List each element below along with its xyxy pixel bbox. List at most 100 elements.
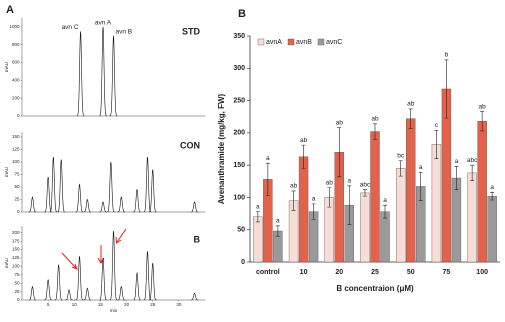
y-tick-label: 800 [12, 42, 20, 47]
error-bar [363, 189, 367, 197]
x-tick-label: control [256, 269, 280, 276]
y-axis-label: mAU [4, 167, 9, 177]
significance-letter: abc [467, 157, 478, 164]
error-bar [434, 129, 439, 159]
x-tick-label: 25 [150, 302, 156, 307]
trace-label: B [194, 234, 201, 244]
x-tick-label: 10 [72, 302, 78, 307]
y-tick-label: 50 [14, 280, 20, 285]
bar [431, 144, 442, 263]
x-tick-label: 75 [443, 269, 451, 276]
bar [451, 177, 462, 263]
x-axis-label: min [110, 308, 118, 313]
x-tick-label: 15 [98, 302, 104, 307]
error-bar [454, 166, 459, 190]
panel-letter: A [6, 4, 14, 16]
y-tick-label: 100 [12, 264, 20, 269]
significance-letter: a [347, 178, 351, 185]
peak [44, 176, 52, 213]
peak [65, 289, 73, 301]
arrow [61, 252, 77, 269]
error-bar [255, 211, 260, 223]
bar [370, 131, 380, 263]
error-bar [398, 160, 403, 177]
peak [133, 188, 141, 213]
legend-swatch [287, 38, 295, 46]
x-axis-label: B concentraion (μM) [336, 284, 414, 293]
peak [49, 156, 58, 213]
y-tick-label: 1000 [9, 24, 20, 29]
y-tick-label: 50 [14, 184, 20, 189]
y-tick-label: 350 [233, 33, 245, 40]
y-tick-label: 50 [237, 227, 245, 234]
trace-label: STD [182, 26, 201, 36]
peak [28, 196, 37, 213]
bar [298, 156, 309, 263]
y-tick-label: 0 [17, 113, 20, 118]
y-tick-label: 150 [12, 134, 20, 139]
peak [44, 278, 52, 301]
y-tick-label: 25 [14, 197, 20, 202]
x-tick-label: 100 [476, 269, 488, 276]
peak [117, 285, 126, 301]
error-bar [327, 187, 332, 208]
error-bar [265, 162, 270, 196]
x-tick-label: 10 [300, 269, 308, 276]
significance-letter: a [266, 155, 270, 162]
peak [76, 31, 85, 117]
y-tick-label: 125 [12, 147, 20, 152]
y-tick-label: 600 [12, 60, 20, 65]
arrow-head [115, 236, 122, 244]
x-tick-label: 50 [407, 269, 415, 276]
significance-letter: a [256, 203, 260, 210]
y-tick-label: 100 [233, 194, 245, 201]
y-tick-label: 300 [233, 65, 245, 72]
peak [109, 231, 118, 301]
trace-label: CON [180, 140, 200, 150]
arrow-head [71, 263, 78, 270]
peak [190, 201, 199, 213]
legend-label: avnA [266, 39, 282, 46]
peak [107, 161, 115, 213]
significance-letter: ab [300, 137, 308, 144]
error-bar [347, 185, 352, 225]
error-bar [444, 59, 449, 119]
y-tick-label: 0 [17, 209, 20, 214]
significance-letter: ab [290, 183, 298, 190]
y-tick-label: 200 [12, 230, 20, 235]
arrows [61, 228, 127, 270]
significance-letter: b [445, 52, 449, 59]
significance-letter: abc [360, 181, 371, 188]
significance-letter: a [490, 184, 494, 191]
peak [83, 198, 92, 213]
x-tick-label: 30 [176, 302, 182, 307]
error-bar [311, 203, 316, 220]
peak [117, 196, 126, 213]
arrow [116, 228, 127, 243]
bar [467, 172, 477, 263]
error-bar [470, 164, 475, 181]
bar [396, 168, 406, 263]
x-tick-label: 20 [124, 302, 130, 307]
peak [190, 292, 199, 301]
x-tick-label: 20 [335, 269, 343, 276]
legend-swatch [317, 38, 325, 46]
significance-letter: bc [397, 152, 405, 159]
significance-letter: ab [371, 116, 379, 123]
x-tick-label: 25 [371, 269, 379, 276]
error-bar [373, 123, 377, 140]
peak [99, 257, 107, 301]
legend-swatch [257, 38, 265, 46]
peak [28, 285, 37, 301]
bar [380, 211, 390, 263]
y-axis-label: mAU [4, 258, 9, 268]
legend-label: avnB [296, 39, 312, 46]
peak [99, 201, 107, 213]
error-bar [418, 171, 423, 201]
error-bar [291, 190, 296, 211]
y-axis-label: mAU [4, 62, 9, 72]
y-tick-label: 25 [14, 289, 20, 294]
legend-label: avnC [326, 39, 342, 46]
peak [109, 35, 118, 117]
